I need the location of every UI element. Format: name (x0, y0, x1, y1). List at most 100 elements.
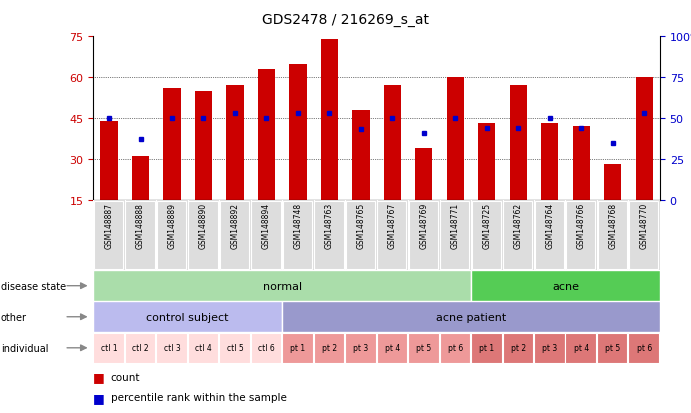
Bar (226, 86, 244, 200)
Bar (566, 202, 596, 269)
Text: GSM148770: GSM148770 (640, 202, 649, 249)
Bar (534, 333, 565, 363)
Bar (93, 333, 124, 363)
Text: GSM148888: GSM148888 (136, 202, 145, 248)
Bar (440, 202, 469, 269)
Bar (93, 301, 282, 332)
Text: GDS2478 / 216269_s_at: GDS2478 / 216269_s_at (262, 13, 429, 27)
Bar (188, 333, 218, 363)
Text: acne patient: acne patient (436, 312, 506, 322)
Text: GSM148762: GSM148762 (513, 202, 523, 249)
Bar (189, 202, 218, 269)
Text: pt 3: pt 3 (542, 344, 558, 352)
Bar (597, 333, 627, 363)
Text: ■: ■ (93, 391, 105, 404)
Bar (503, 202, 532, 269)
Bar (346, 202, 375, 269)
Bar (314, 333, 344, 363)
Bar (636, 78, 653, 200)
Bar (258, 70, 275, 200)
Text: ctl 5: ctl 5 (227, 344, 243, 352)
Text: GSM148771: GSM148771 (451, 202, 460, 249)
Bar (384, 86, 401, 200)
Bar (93, 271, 471, 301)
Bar (132, 157, 149, 200)
Text: ctl 6: ctl 6 (258, 344, 275, 352)
Text: GSM148764: GSM148764 (545, 202, 554, 249)
Text: percentile rank within the sample: percentile rank within the sample (111, 392, 287, 403)
Text: GSM148887: GSM148887 (104, 202, 113, 248)
Bar (283, 202, 312, 269)
Bar (125, 202, 155, 269)
Bar (535, 202, 564, 269)
Bar (573, 127, 590, 200)
Text: GSM148768: GSM148768 (608, 202, 617, 249)
Text: GSM148894: GSM148894 (262, 202, 271, 249)
Text: ctl 3: ctl 3 (164, 344, 180, 352)
Bar (446, 78, 464, 200)
Bar (478, 124, 495, 200)
Bar (157, 202, 186, 269)
Bar (565, 333, 596, 363)
Text: GSM148889: GSM148889 (167, 202, 176, 248)
Text: pt 5: pt 5 (605, 344, 621, 352)
Text: GSM148748: GSM148748 (294, 202, 303, 249)
Bar (219, 333, 249, 363)
Text: ■: ■ (93, 370, 105, 384)
Bar (415, 149, 433, 200)
Bar (629, 202, 659, 269)
Text: disease state: disease state (1, 281, 66, 291)
Bar (251, 333, 281, 363)
Bar (471, 271, 660, 301)
Bar (408, 333, 439, 363)
Text: control subject: control subject (146, 312, 229, 322)
Bar (377, 202, 406, 269)
Text: pt 2: pt 2 (511, 344, 526, 352)
Text: pt 1: pt 1 (480, 344, 494, 352)
Text: pt 2: pt 2 (322, 344, 337, 352)
Text: ctl 1: ctl 1 (101, 344, 117, 352)
Bar (252, 202, 281, 269)
Bar (156, 333, 187, 363)
Bar (377, 333, 407, 363)
Bar (94, 202, 123, 269)
Bar (408, 202, 438, 269)
Bar (220, 202, 249, 269)
Bar (125, 333, 155, 363)
Bar (472, 202, 501, 269)
Text: GSM148892: GSM148892 (230, 202, 240, 248)
Bar (100, 121, 117, 200)
Text: count: count (111, 372, 140, 382)
Bar (541, 124, 558, 200)
Text: pt 6: pt 6 (636, 344, 652, 352)
Text: GSM148765: GSM148765 (357, 202, 366, 249)
Text: pt 3: pt 3 (353, 344, 368, 352)
Bar (345, 333, 376, 363)
Text: ctl 2: ctl 2 (132, 344, 149, 352)
Text: pt 5: pt 5 (416, 344, 431, 352)
Bar (502, 333, 533, 363)
Bar (321, 40, 338, 200)
Bar (290, 64, 307, 200)
Text: acne: acne (552, 281, 579, 291)
Bar (471, 333, 502, 363)
Text: pt 4: pt 4 (574, 344, 589, 352)
Text: ctl 4: ctl 4 (195, 344, 212, 352)
Text: GSM148725: GSM148725 (482, 202, 491, 249)
Bar (163, 89, 180, 200)
Text: GSM148763: GSM148763 (325, 202, 334, 249)
Bar (352, 111, 370, 200)
Text: GSM148766: GSM148766 (577, 202, 586, 249)
Text: GSM148769: GSM148769 (419, 202, 428, 249)
Bar (628, 333, 659, 363)
Text: other: other (1, 312, 27, 322)
Bar (604, 165, 621, 200)
Bar (598, 202, 627, 269)
Text: pt 4: pt 4 (385, 344, 400, 352)
Text: individual: individual (1, 343, 48, 353)
Text: normal: normal (263, 281, 302, 291)
Text: pt 1: pt 1 (290, 344, 305, 352)
Bar (282, 301, 660, 332)
Text: GSM148767: GSM148767 (388, 202, 397, 249)
Bar (509, 86, 527, 200)
